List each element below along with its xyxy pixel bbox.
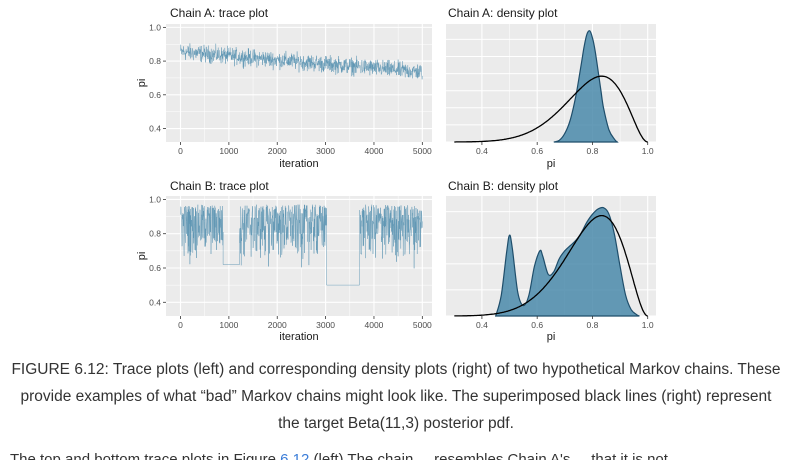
x-tick-label: 3000: [316, 146, 335, 156]
chain-a-trace-title: Chain A: trace plot: [170, 6, 269, 20]
body-text-before: The top and bottom trace plots in Figure: [10, 451, 281, 460]
chain-b-density-xlabel: pi: [547, 331, 556, 343]
x-tick-label: 2000: [268, 320, 287, 330]
chain-b-trace-panel: Chain B: trace plot 0 1000 2000 3000 4000 500…: [136, 179, 432, 343]
x-tick-label: 1.0: [642, 146, 654, 156]
chain-a-trace-grid: [166, 24, 432, 142]
chain-a-trace-xlabel: iteration: [279, 158, 318, 170]
chain-a-trace-x-ticks: 0 1000 2000 3000 4000 5000: [178, 142, 432, 156]
chain-a-density-title: Chain A: density plot: [448, 6, 558, 20]
chain-a-density-x-ticks: 0.4 0.6 0.8 1.0: [476, 142, 654, 156]
x-tick-label: 2000: [268, 146, 287, 156]
x-tick-label: 4000: [365, 320, 384, 330]
x-tick-label: 0: [178, 146, 183, 156]
x-tick-label: 1000: [219, 320, 238, 330]
chain-a-density-xlabel: pi: [547, 158, 556, 170]
chain-b-trace-ylabel: pi: [136, 252, 148, 261]
chain-a-trace-series: [180, 43, 423, 80]
figure-reference-link[interactable]: 6.12: [280, 451, 310, 460]
chain-b-trace-y-ticks: 0.4 0.6 0.8 1.0: [149, 194, 166, 307]
x-tick-label: 4000: [365, 146, 384, 156]
chain-a-trace-y-ticks: 0.4 0.6 0.8 1.0: [149, 22, 166, 134]
chain-b-trace-series: [180, 204, 423, 286]
density-area: [494, 206, 640, 317]
body-text-after: (left) The chain ... resembles Chain A's…: [309, 451, 681, 460]
x-tick-label: 0.8: [587, 146, 599, 156]
x-tick-label: 1000: [219, 146, 238, 156]
y-tick-label: 0.4: [149, 297, 161, 307]
x-tick-label: 0.6: [531, 320, 543, 330]
y-tick-label: 1.0: [149, 194, 161, 204]
chain-a-trace-panel: Chain A: trace plot 0 1000 2000 3000 4000 500…: [136, 6, 432, 170]
chain-a-density-panel: Chain A: density plot 0.4 0.6 0.8 1.0 pi: [446, 6, 656, 170]
y-tick-label: 0.4: [149, 124, 161, 134]
chain-b-trace-title: Chain B: trace plot: [170, 179, 269, 193]
body-paragraph: The top and bottom trace plots in Figure…: [10, 446, 790, 460]
x-tick-label: 0.6: [531, 146, 543, 156]
y-tick-label: 0.8: [149, 229, 161, 239]
x-tick-label: 5000: [413, 320, 432, 330]
chain-b-trace-x-ticks: 0 1000 2000 3000 4000 5000: [178, 316, 432, 330]
figure: Chain A: trace plot 0 1000 2000 3000 4000 500…: [136, 6, 656, 343]
x-tick-label: 0.4: [476, 320, 488, 330]
chain-b-density-series: [454, 206, 648, 317]
trace-line: [180, 204, 423, 286]
chain-a-trace-background: [166, 24, 432, 142]
target-beta-curve: [454, 214, 648, 317]
target-beta-curve: [454, 75, 648, 143]
chain-a-density-background: [446, 24, 656, 142]
y-tick-label: 1.0: [149, 22, 161, 32]
x-tick-label: 3000: [316, 320, 335, 330]
x-tick-label: 0: [178, 320, 183, 330]
chain-b-trace-xlabel: iteration: [279, 331, 318, 343]
x-tick-label: 1.0: [642, 320, 654, 330]
x-tick-label: 0.8: [587, 320, 599, 330]
trace-line: [180, 43, 423, 80]
density-area: [553, 30, 619, 143]
y-tick-label: 0.6: [149, 90, 161, 100]
y-tick-label: 0.8: [149, 56, 161, 66]
y-tick-label: 0.6: [149, 263, 161, 273]
figure-caption: FIGURE 6.12: Trace plots (left) and corr…: [11, 361, 781, 432]
chain-a-trace-ylabel: pi: [136, 79, 148, 88]
x-tick-label: 0.4: [476, 146, 488, 156]
chain-b-density-panel: Chain B: density plot 0.4 0.6 0.8 1.0 pi: [446, 179, 656, 343]
chain-b-density-title: Chain B: density plot: [448, 179, 559, 193]
x-tick-label: 5000: [413, 146, 432, 156]
chain-b-density-x-ticks: 0.4 0.6 0.8 1.0: [476, 316, 654, 330]
chain-a-density-series: [454, 30, 648, 143]
